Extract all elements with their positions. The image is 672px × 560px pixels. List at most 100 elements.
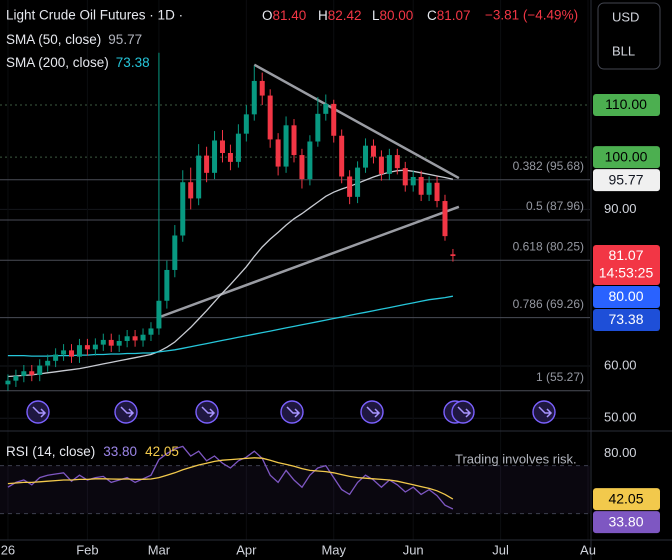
ohlc-open: O81.40 xyxy=(262,8,306,23)
y-tick-label: 90.00 xyxy=(604,201,637,216)
ohlc-value: 82.42 xyxy=(328,8,362,23)
candle-body xyxy=(363,145,369,168)
symbol-title: Light Crude Oil Futures · 1D · xyxy=(6,8,183,23)
legend-label: SMA (50, close) xyxy=(6,32,101,47)
candle-body xyxy=(108,339,114,346)
nav-arrow xyxy=(457,406,472,418)
legend-sma50: SMA (50, close) 95.77 xyxy=(6,32,142,47)
last-price-badge-label: 81.07 xyxy=(608,247,643,263)
candle-body xyxy=(347,176,353,197)
nav-arrows xyxy=(32,406,553,418)
candle-body xyxy=(212,140,218,173)
candle-body xyxy=(243,114,249,134)
sma50-badge xyxy=(593,169,660,192)
alert-badge xyxy=(593,93,660,116)
rsi-badge xyxy=(593,511,660,534)
currency-box[interactable] xyxy=(597,2,661,70)
candle-body xyxy=(267,95,273,140)
fib-label: 0.5 (87.96) xyxy=(526,199,584,213)
candle-body xyxy=(156,300,162,329)
low-badge-label: 80.00 xyxy=(608,288,643,304)
candle-body xyxy=(442,201,448,237)
candle-body xyxy=(180,182,186,236)
candle-body xyxy=(402,168,408,186)
currency-button[interactable]: BLL xyxy=(612,43,635,58)
candle-body xyxy=(132,336,138,341)
sma200-badge-label: 73.38 xyxy=(608,311,643,327)
candle-body xyxy=(148,328,154,335)
candle-body xyxy=(69,350,75,357)
x-tick-label: Mar xyxy=(148,542,171,557)
candle-body xyxy=(386,155,392,174)
ohlc-key: O xyxy=(262,8,273,23)
candle-body xyxy=(339,135,345,177)
low-badge xyxy=(593,286,660,309)
candle-body xyxy=(92,344,98,350)
rsi-line xyxy=(7,445,454,510)
trendline xyxy=(253,63,460,180)
sma-line xyxy=(7,169,454,378)
candle-body xyxy=(426,182,432,195)
alert-badge-label: 100.00 xyxy=(605,148,648,164)
fib-label: 1 (55.27) xyxy=(536,370,584,384)
candle-body xyxy=(251,80,257,115)
plot-layer: 0.382 (95.68) 0.5 (87.96) 0.618 (80.25) 0.7… xyxy=(0,0,590,540)
nav-arrow xyxy=(201,406,216,418)
fib-label: 0.786 (69.26) xyxy=(513,297,584,311)
candle-body xyxy=(370,145,376,157)
candle-body xyxy=(53,354,59,361)
trendline xyxy=(156,205,460,320)
rsi-tick-label: 80.00 xyxy=(604,445,637,460)
candle-body xyxy=(204,155,210,173)
ohlc-low: L80.00 xyxy=(372,8,413,23)
x-tick-label: Jul xyxy=(492,542,509,557)
x-tick-label: Au xyxy=(580,542,596,557)
candle-body xyxy=(450,254,456,257)
candle-body xyxy=(172,235,178,270)
candle-body xyxy=(434,182,440,202)
candle-body xyxy=(283,125,289,167)
candle-body xyxy=(116,340,122,346)
candle-body xyxy=(164,269,170,301)
axis-layer: 50.00 60.00 90.00 26 Feb Mar Apr May Jun Jul Au 80.… xyxy=(1,93,660,557)
legend-value: 95.77 xyxy=(108,32,142,47)
candle-body xyxy=(188,182,194,199)
candle-body xyxy=(76,345,82,357)
x-tick-label: May xyxy=(321,542,346,557)
x-tick-label: 26 xyxy=(1,542,15,557)
candle-body xyxy=(315,113,321,142)
ohlc-value: 81.40 xyxy=(273,8,307,23)
x-tick-label: Jun xyxy=(403,542,424,557)
candle-body xyxy=(124,336,130,341)
rsi-badge-label: 33.80 xyxy=(608,513,643,529)
nav-arrow xyxy=(538,406,553,418)
candle-body xyxy=(140,334,146,341)
x-tick-label: Apr xyxy=(236,542,257,557)
ohlc-close: C81.07 xyxy=(427,8,471,23)
candle-body xyxy=(45,360,51,366)
candle-body xyxy=(307,141,313,180)
candle-body xyxy=(100,339,106,345)
nav-arrow xyxy=(32,406,47,418)
candle-body xyxy=(291,125,297,156)
candle-body xyxy=(13,375,19,381)
legend-value: 42.05 xyxy=(145,444,179,459)
fib-label: 0.618 (80.25) xyxy=(513,239,584,253)
candle-body xyxy=(259,80,265,96)
ohlc-value: 81.07 xyxy=(437,8,471,23)
currency-button[interactable]: USD xyxy=(612,9,639,24)
alert-badge xyxy=(593,146,660,169)
countdown: 14:53:25 xyxy=(599,265,654,281)
legend-label: SMA (200, close) xyxy=(6,55,109,70)
ohlc-key: H xyxy=(318,8,328,23)
candle-body xyxy=(378,156,384,174)
rsi-ma-line xyxy=(7,457,454,500)
candle-body xyxy=(394,155,400,169)
ohlc-high: H82.42 xyxy=(318,8,362,23)
price-change: −3.81 (−4.49%) xyxy=(485,8,578,23)
candle-body xyxy=(21,371,27,376)
ohlc-value: 80.00 xyxy=(380,8,414,23)
legend-label: RSI (14, close) xyxy=(6,444,95,459)
